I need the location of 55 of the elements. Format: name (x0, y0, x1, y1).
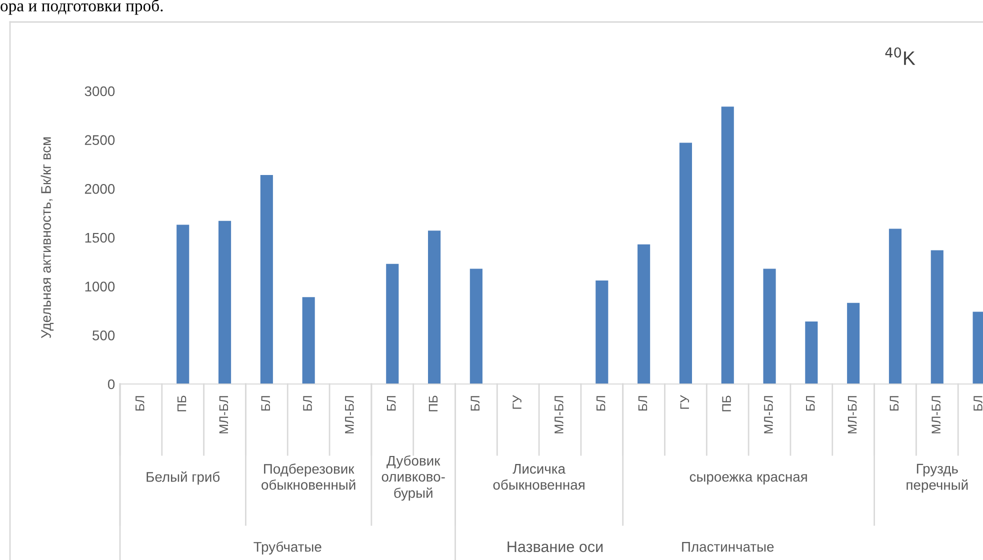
x-tick-label: ГУ (680, 395, 690, 409)
x-tick-label: БЛ (638, 396, 648, 410)
x-tick-label: БЛ (596, 396, 606, 410)
x-tick-label: ПБ (428, 396, 438, 412)
x-tick-label: БЛ (470, 396, 480, 410)
text: Лисичка обыкновенная (493, 464, 584, 490)
y-tick-label: 2000 (84, 184, 115, 194)
x-tick-label: ГУ (512, 395, 522, 409)
y-tick-label: 2500 (84, 135, 115, 146)
bar (679, 142, 692, 384)
y-tick-label: 1000 (85, 282, 115, 292)
x-tick-label: МЛ-БЛ (932, 396, 940, 434)
bar (386, 264, 399, 384)
text: сыроежка красная (690, 474, 807, 484)
bar (721, 106, 734, 384)
bar (302, 297, 315, 384)
bar (805, 321, 818, 384)
x-tick-label: МЛ-БЛ (345, 396, 354, 434)
bar (638, 244, 650, 384)
bar (470, 268, 482, 384)
y-tick-label: 0 (108, 379, 115, 390)
x-tick-label: БЛ (136, 396, 144, 410)
x-tick-label: БЛ (974, 396, 982, 410)
chart-title: $^{40}$K (885, 47, 916, 65)
bar (763, 268, 776, 384)
bar (218, 220, 232, 384)
text: Белый гриб (146, 471, 220, 485)
y-tick-label: 3000 (84, 86, 115, 96)
text: Трубчатые (254, 541, 322, 555)
x-tick-label: БЛ (303, 396, 312, 410)
x-tick-label: БЛ (261, 396, 270, 410)
bar (176, 224, 190, 384)
x-tick-label: МЛ-БЛ (764, 396, 773, 434)
x-tick-label: МЛ-БЛ (219, 396, 228, 434)
bar (596, 280, 608, 384)
bar (888, 228, 902, 384)
bar (260, 174, 273, 384)
x-tick-label: ПБ (722, 396, 731, 412)
y-tick-label: 1500 (85, 232, 115, 243)
x-tick-label: ПБ (177, 396, 186, 412)
text: Дубовик оливково- бурый (382, 455, 445, 501)
x-tick-label: БЛ (890, 396, 899, 410)
bar (428, 230, 441, 384)
bar (847, 302, 860, 384)
text: Название оси (508, 541, 603, 552)
y-axis-title: Удельная активность, Бк/кг всм (40, 137, 54, 338)
text: Подберезовик обыкновенный (262, 463, 356, 490)
x-tick-label: БЛ (387, 396, 396, 410)
bar (930, 250, 944, 384)
text: Груздь перечный (906, 464, 968, 493)
text: Пластинчатые (682, 542, 774, 552)
x-tick-label: МЛ-БЛ (554, 396, 564, 434)
x-tick-label: БЛ (806, 396, 815, 410)
x-tick-label: МЛ-БЛ (848, 396, 857, 434)
y-tick-label: 500 (92, 330, 115, 340)
